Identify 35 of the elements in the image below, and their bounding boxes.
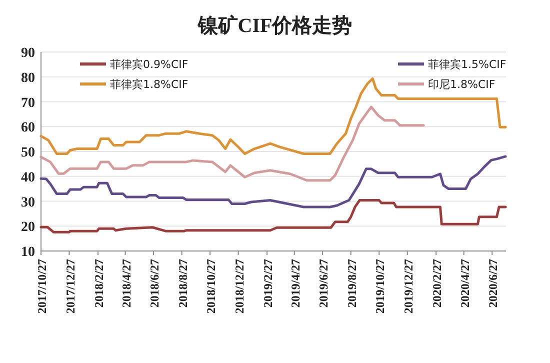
x-tick-label: 2019/10/27 <box>373 259 388 314</box>
x-tick-label: 2019/8/27 <box>344 259 359 308</box>
x-tick-label: 2017/12/27 <box>63 259 78 314</box>
y-tick-label: 30 <box>21 195 35 210</box>
line-series <box>40 155 507 208</box>
x-tick-label: 2019/6/27 <box>316 259 331 308</box>
x-tick-label: 2020/2/27 <box>430 259 444 308</box>
y-tick-label: 60 <box>21 120 35 136</box>
x-tick-label: 2019/2/27 <box>261 259 276 308</box>
x-tick-label: 2019/4/27 <box>288 259 302 308</box>
y-tick-label: 70 <box>21 96 35 111</box>
y-tick-label: 20 <box>21 220 35 236</box>
y-tick-label: 90 <box>21 46 35 61</box>
x-tick-label: 2018/10/27 <box>204 259 218 314</box>
y-tick-label: 10 <box>21 245 35 260</box>
y-tick-label: 40 <box>21 170 35 186</box>
x-tick-label: 2018/6/27 <box>148 259 162 308</box>
x-tick-label: 2018/2/27 <box>92 259 106 308</box>
legend-label: 菲律宾1.5%CIF <box>428 58 506 71</box>
legend-label: 菲律宾0.9%CIF <box>110 58 188 71</box>
x-tick-label: 2020/4/27 <box>458 259 472 308</box>
x-tick-label: 2019/12/27 <box>401 259 416 314</box>
x-tick-label: 2020/6/27 <box>486 259 500 308</box>
line-series <box>40 199 507 234</box>
line-series <box>40 77 507 155</box>
legend-label: 印尼1.8%CIF <box>428 78 496 91</box>
x-tick-label: 2018/12/27 <box>232 259 246 314</box>
y-tick-label: 80 <box>21 70 35 86</box>
x-tick-label: 2017/10/27 <box>35 259 49 314</box>
legend-label: 菲律宾1.8%CIF <box>110 78 188 91</box>
line-series <box>40 106 425 182</box>
x-tick-label: 2018/8/27 <box>176 259 190 308</box>
y-tick-label: 50 <box>21 146 35 160</box>
chart-title: 镍矿CIF价格走势 <box>196 14 352 37</box>
x-tick-label: 2018/4/27 <box>119 259 134 308</box>
